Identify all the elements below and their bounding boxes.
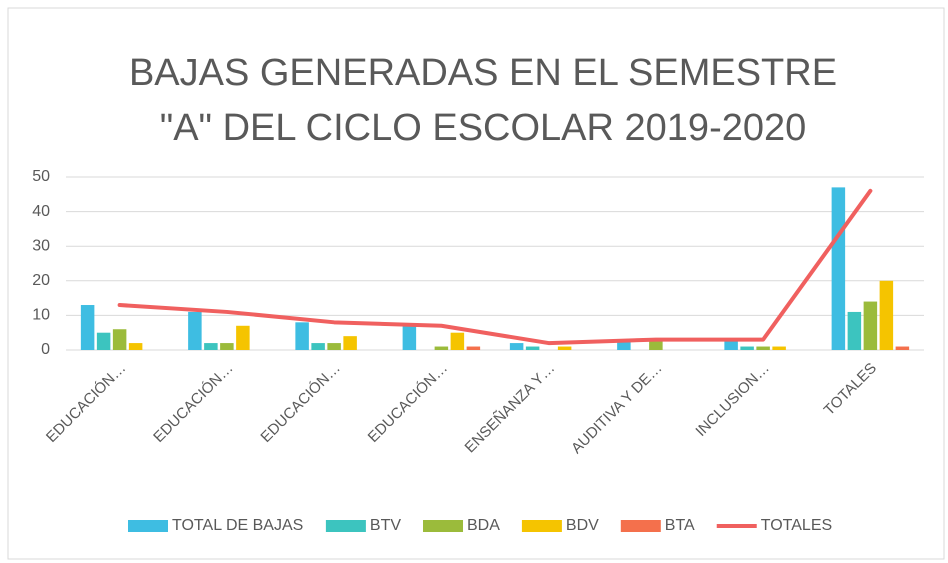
bar — [220, 343, 234, 350]
bar — [80, 305, 95, 350]
legend-swatch — [325, 520, 366, 532]
bar — [295, 322, 309, 350]
bar — [724, 339, 738, 350]
bar — [847, 311, 862, 350]
chart-title: "A" DEL CICLO ESCOLAR 2019-2020 — [160, 107, 807, 149]
bar — [649, 339, 663, 350]
line — [117, 188, 873, 346]
bar — [525, 346, 540, 350]
bar — [831, 187, 846, 350]
legend-label: TOTAL DE BAJAS — [172, 517, 303, 534]
legend-label: BDV — [566, 517, 599, 534]
bar — [557, 346, 572, 350]
legend-label: BTV — [370, 517, 401, 534]
bar — [236, 325, 250, 350]
bar — [756, 346, 770, 350]
bar — [466, 346, 481, 350]
legend-swatch — [423, 520, 464, 532]
legend-label: TOTALES — [761, 517, 832, 534]
legend-label: BDA — [467, 517, 500, 534]
bar — [617, 339, 631, 350]
bar — [327, 343, 341, 350]
legend-swatch — [521, 520, 562, 532]
bar — [112, 329, 127, 350]
bar — [343, 336, 357, 350]
bar — [450, 332, 465, 350]
bar — [204, 343, 218, 350]
bar — [128, 343, 143, 350]
y-tick-label: 0 — [41, 341, 50, 358]
y-tick-label: 10 — [32, 307, 50, 324]
bar — [96, 332, 111, 350]
bar — [188, 311, 202, 350]
bar — [740, 346, 754, 350]
bar — [895, 346, 910, 350]
y-tick-label: 50 — [32, 168, 50, 185]
bar — [311, 343, 325, 350]
chart-frame — [7, 7, 945, 560]
bar — [434, 346, 449, 350]
bar — [509, 343, 524, 350]
legend-swatch — [620, 520, 661, 532]
y-tick-label: 30 — [32, 237, 50, 254]
bar — [879, 280, 894, 350]
bar — [772, 346, 786, 350]
bar — [863, 301, 878, 350]
chart-title: BAJAS GENERADAS EN EL SEMESTRE — [129, 52, 837, 94]
legend-swatch — [128, 520, 168, 532]
bar — [402, 325, 417, 350]
y-tick-label: 20 — [32, 272, 50, 289]
legend-label: BTA — [665, 517, 695, 534]
y-tick-label: 40 — [32, 203, 50, 220]
